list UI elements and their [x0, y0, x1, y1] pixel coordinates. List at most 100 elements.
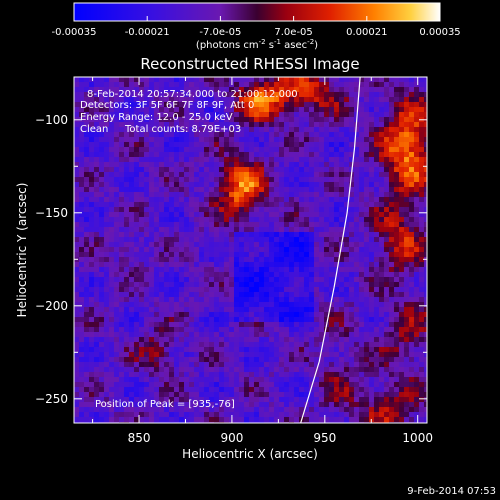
- heatmap-cell: [424, 202, 427, 208]
- heatmap-cell: [309, 287, 315, 293]
- heatmap-cell: [79, 387, 85, 393]
- heatmap-cell: [384, 292, 390, 298]
- heatmap-cell: [74, 232, 80, 238]
- heatmap-cell: [319, 352, 325, 358]
- heatmap-cell: [189, 342, 195, 348]
- heatmap-cell: [369, 137, 375, 143]
- heatmap-cell: [224, 417, 230, 423]
- heatmap-cell: [264, 217, 270, 223]
- heatmap-cell: [344, 262, 350, 268]
- heatmap-cell: [229, 387, 235, 393]
- heatmap-cell: [119, 107, 125, 113]
- heatmap-cell: [254, 357, 260, 363]
- heatmap-cell: [254, 117, 260, 123]
- heatmap-cell: [129, 342, 135, 348]
- heatmap-cell: [194, 387, 200, 393]
- heatmap-cell: [94, 332, 100, 338]
- heatmap-cell: [219, 252, 225, 258]
- heatmap-cell: [424, 407, 427, 413]
- heatmap-cell: [129, 282, 135, 288]
- heatmap-cell: [254, 212, 260, 218]
- heatmap-cell: [149, 82, 155, 88]
- heatmap-cell: [324, 102, 330, 108]
- heatmap-cell: [329, 277, 335, 283]
- heatmap-cell: [79, 367, 85, 373]
- heatmap-cell: [284, 332, 290, 338]
- heatmap-cell: [124, 97, 130, 103]
- heatmap-cell: [154, 317, 160, 323]
- heatmap-cell: [254, 177, 260, 183]
- heatmap-cell: [204, 262, 210, 268]
- heatmap-cell: [204, 287, 210, 293]
- heatmap-cell: [389, 197, 395, 203]
- heatmap-cell: [419, 382, 425, 388]
- heatmap-cell: [404, 247, 410, 253]
- heatmap-cell: [409, 217, 415, 223]
- heatmap-cell: [194, 347, 200, 353]
- heatmap-cell: [334, 342, 340, 348]
- heatmap-cell: [414, 97, 420, 103]
- heatmap-cell: [179, 292, 185, 298]
- heatmap-cell: [74, 342, 80, 348]
- heatmap-cell: [269, 142, 275, 148]
- heatmap-cell: [374, 77, 380, 83]
- heatmap-cell: [124, 107, 130, 113]
- heatmap-cell: [224, 242, 230, 248]
- heatmap-cell: [149, 317, 155, 323]
- heatmap-cell: [299, 227, 305, 233]
- heatmap-cell: [414, 257, 420, 263]
- heatmap-cell: [394, 197, 400, 203]
- heatmap-cell: [209, 117, 215, 123]
- heatmap-cell: [104, 92, 110, 98]
- heatmap-cell: [79, 347, 85, 353]
- heatmap-cell: [169, 107, 175, 113]
- heatmap-cell: [419, 202, 425, 208]
- heatmap-cell: [274, 97, 280, 103]
- heatmap-cell: [374, 267, 380, 273]
- heatmap-cell: [389, 177, 395, 183]
- heatmap-cell: [269, 407, 275, 413]
- heatmap-cell: [309, 152, 315, 158]
- heatmap-cell: [204, 402, 210, 408]
- heatmap-cell: [74, 387, 80, 393]
- heatmap-cell: [174, 177, 180, 183]
- heatmap-cell: [244, 187, 250, 193]
- heatmap-cell: [239, 102, 245, 108]
- heatmap-cell: [284, 202, 290, 208]
- heatmap-cell: [194, 207, 200, 213]
- heatmap-cell: [139, 127, 145, 133]
- heatmap-cell: [179, 302, 185, 308]
- heatmap-cell: [354, 277, 360, 283]
- heatmap-cell: [104, 152, 110, 158]
- heatmap-cell: [124, 287, 130, 293]
- heatmap-cell: [84, 387, 90, 393]
- heatmap-cell: [274, 307, 280, 313]
- heatmap-cell: [264, 177, 270, 183]
- heatmap-cell: [384, 367, 390, 373]
- heatmap-cell: [119, 97, 125, 103]
- heatmap-cell: [119, 397, 125, 403]
- heatmap-cell: [164, 367, 170, 373]
- heatmap-cell: [269, 237, 275, 243]
- heatmap-cell: [294, 317, 300, 323]
- heatmap-cell: [384, 152, 390, 158]
- heatmap-cell: [319, 202, 325, 208]
- heatmap-cell: [389, 127, 395, 133]
- heatmap-cell: [324, 177, 330, 183]
- heatmap-cell: [74, 357, 80, 363]
- heatmap-cell: [119, 247, 125, 253]
- heatmap-cell: [329, 272, 335, 278]
- heatmap-cell: [329, 267, 335, 273]
- heatmap-cell: [409, 222, 415, 228]
- heatmap-cell: [329, 292, 335, 298]
- heatmap-cell: [424, 102, 427, 108]
- heatmap-cell: [179, 392, 185, 398]
- heatmap-cell: [399, 177, 405, 183]
- heatmap-cell: [314, 317, 320, 323]
- heatmap-cell: [209, 147, 215, 153]
- heatmap-cell: [394, 317, 400, 323]
- heatmap-cell: [199, 372, 205, 378]
- heatmap-cell: [84, 297, 90, 303]
- heatmap-cell: [94, 182, 100, 188]
- heatmap-cell: [179, 142, 185, 148]
